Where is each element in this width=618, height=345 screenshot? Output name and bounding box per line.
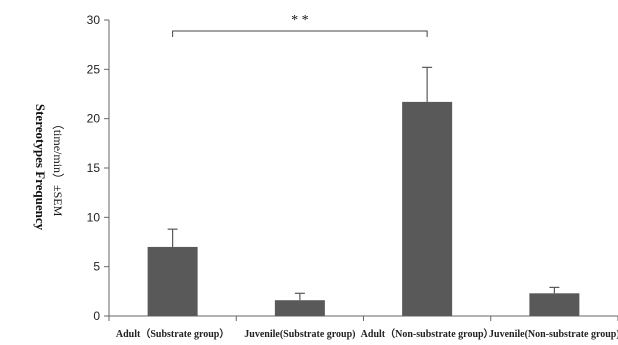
x-tick-label: Adult（Non-substrate group） (361, 327, 494, 340)
y-tick-label: 5 (93, 260, 100, 274)
y-tick-label: 25 (87, 62, 101, 76)
significance-line (172, 30, 428, 37)
bar (147, 246, 198, 316)
bar (402, 101, 453, 316)
y-axis-title: Stereotypes Frequency （time/min）±SEM (33, 104, 65, 231)
significance-label: * * (291, 13, 309, 28)
y-axis-title-line1: Stereotypes Frequency (33, 104, 48, 231)
bar (529, 293, 580, 316)
y-axis-title-line2: （time/min）±SEM (51, 118, 65, 217)
significance-bracket: * * (172, 13, 428, 37)
y-tick-label: 20 (87, 112, 101, 126)
x-tick-label: Adult（Substrate group） (116, 327, 229, 340)
bars: Adult（Substrate group） Juvenile(Substrate… (116, 66, 618, 340)
y-tick-label: 30 (87, 13, 101, 27)
y-tick-label: 10 (87, 210, 101, 224)
y-tick-label: 15 (87, 161, 101, 175)
y-tick-label: 0 (93, 309, 100, 323)
bar (274, 300, 325, 316)
x-tick-label: Juvenile(Non-substrate group) (489, 329, 618, 340)
x-tick-label: Juvenile(Substrate group) (244, 329, 355, 340)
